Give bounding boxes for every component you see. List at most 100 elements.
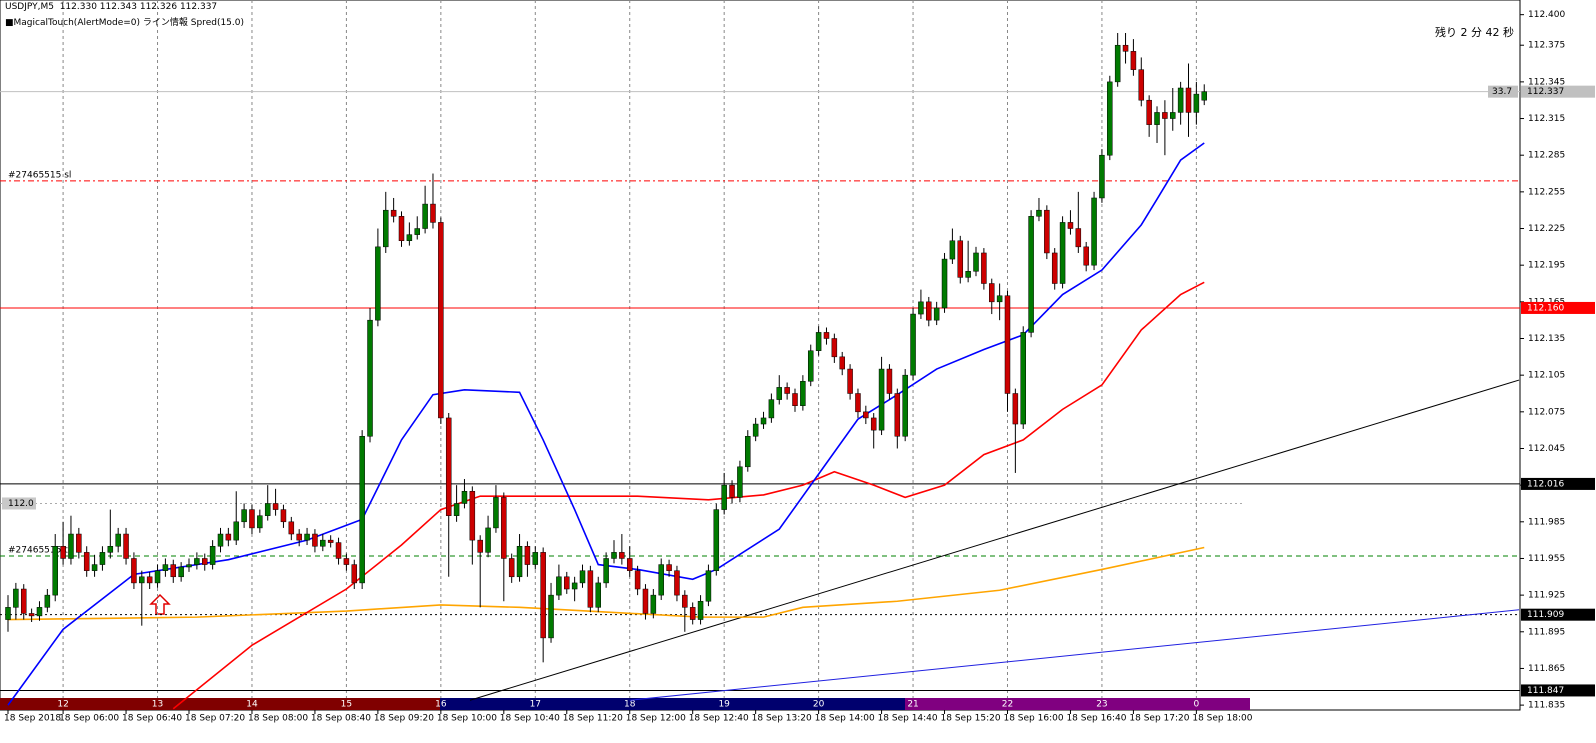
candle-body [996,295,1003,303]
candle-body [83,552,90,571]
candle-body [320,539,326,547]
candle-body [398,216,405,241]
candle-body [626,558,633,571]
candle-body [375,246,381,321]
session-bar [0,698,440,710]
candle-body [516,545,523,578]
header-ohlc: 112.330 112.343 112.326 112.337 [59,2,218,12]
candle-body [91,564,98,571]
candle-body [343,558,350,565]
price-label-box [1521,608,1595,621]
candle-body [1044,209,1050,254]
candle-body [989,283,995,303]
spread-box [1488,85,1518,98]
candle-body [619,552,625,559]
candle-body [162,564,169,571]
candle-body [540,552,546,639]
y-tick-label: 112.255 [1528,187,1565,197]
candle-body [839,356,845,370]
hour-label: 17 [530,700,541,710]
candle-body [288,521,295,535]
trend-line [629,609,1520,701]
candle-body [1099,154,1105,199]
candle-body [76,533,82,553]
candle-body [981,252,987,284]
price-label: 111.847 [1527,686,1564,696]
candle-body [524,545,531,565]
indicator-line: ■MagicalTouch(AlertMode=0) ライン情報 Spred(1… [5,18,245,28]
countdown: 残り 2 分 42 秒 [1435,26,1514,39]
candle-body [367,319,373,437]
candle-body [571,582,578,590]
y-tick-label: 111.895 [1528,627,1565,637]
candle-body [13,588,19,608]
candle-body [760,417,767,425]
price-label-box [1521,85,1595,98]
candle-body [264,503,271,516]
candle-body [682,594,688,608]
candle-body [1004,295,1011,394]
x-tick-label: 18 Sep 11:20 [563,714,623,724]
candle-body [1114,44,1121,83]
candle-body [564,576,570,590]
candle-body [1051,252,1058,284]
x-tick-label: 18 Sep 06:40 [122,714,182,724]
candle-body [304,533,310,541]
x-tick-label: 18 Sep 08:00 [248,714,308,724]
candle-body [579,570,586,584]
candle-body [1067,222,1074,229]
signal-arrow [149,593,171,615]
price-label-box [1521,301,1595,314]
candle-body [44,594,51,608]
candle-body [650,594,657,614]
candle-body [941,258,948,309]
candle-body [493,497,499,529]
candle-body [335,542,342,559]
candle-body [186,564,192,568]
candle-body [194,558,200,565]
candle-body [776,387,783,400]
price-label-box [1521,684,1595,697]
candle-body [894,393,901,437]
candle-body [855,393,861,413]
candle-body [910,313,916,376]
candle-body [1170,112,1176,119]
hour-label: 15 [341,700,352,710]
y-tick-label: 112.135 [1528,334,1565,344]
candle-body [406,234,413,241]
candle-body [556,576,562,596]
candle-body [870,417,877,431]
candle-body [1012,393,1019,425]
x-tick-label: 18 Sep 14:00 [815,714,875,724]
header-line: USDJPY,M5 112.330 112.343 112.326 112.33… [5,2,217,12]
x-tick-label: 18 Sep 12:40 [689,714,749,724]
candle-body [1138,69,1145,101]
candle-body [36,607,43,617]
candle-body [1130,51,1137,70]
candle-body [296,533,302,541]
y-tick-label: 112.045 [1528,444,1565,454]
candle-body [359,436,365,584]
candle-body [831,338,838,358]
candle-body [115,533,121,547]
candle-body [123,533,129,559]
hour-label: 23 [1096,700,1107,710]
price-label-box [2,497,36,510]
candle-body [257,515,263,529]
candle-body [949,240,956,260]
candle-body [973,252,979,272]
candle-body [729,484,735,498]
candle-body [807,350,814,382]
price-label: 112.016 [1527,479,1564,489]
y-tick-label: 112.285 [1528,151,1565,161]
y-tick-label: 112.105 [1528,371,1565,381]
candle-body [20,588,27,614]
y-tick-label: 111.955 [1528,554,1565,564]
candle-body [713,509,720,571]
x-tick-label: 18 Sep 12:00 [626,714,686,724]
candle-body [272,503,279,510]
y-tick-label: 111.835 [1528,701,1565,711]
candle-body [918,301,924,315]
